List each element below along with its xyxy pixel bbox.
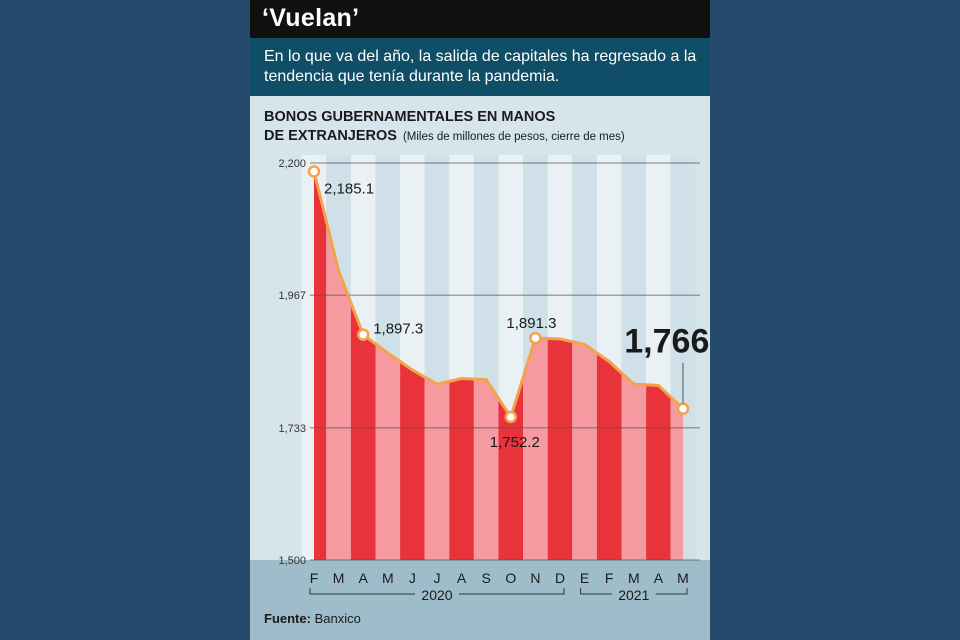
x-tick-label: M — [677, 570, 689, 586]
data-point — [676, 402, 690, 415]
area-segment — [473, 379, 499, 560]
x-tick-label: D — [555, 570, 565, 586]
x-tick-label: F — [310, 570, 319, 586]
source: Fuente: Banxico — [264, 611, 361, 626]
infographic-card: ‘Vuelan’ En lo que va del año, la salida… — [250, 0, 710, 640]
year-label-bg — [611, 590, 656, 598]
axis-band — [250, 560, 710, 640]
x-tick-label: A — [359, 570, 369, 586]
x-tick-label: M — [333, 570, 345, 586]
x-tick-label: O — [505, 570, 516, 586]
y-tick-label: 2,200 — [278, 158, 306, 170]
source-value: Banxico — [314, 611, 361, 626]
y-tick-label: 1,967 — [278, 290, 306, 302]
area-segment — [646, 384, 671, 560]
y-tick-label: 1,733 — [278, 423, 306, 435]
data-point — [529, 331, 542, 345]
page-title: ‘Vuelan’ — [262, 4, 360, 32]
x-tick-label: E — [580, 570, 589, 586]
area-segment — [449, 378, 474, 560]
area-segment — [400, 361, 425, 560]
area-segment — [596, 352, 622, 560]
area-segment — [326, 221, 351, 560]
data-label: 1,891.3 — [506, 315, 556, 332]
x-tick-label: J — [434, 570, 441, 586]
chart-title-line2: DE EXTRANJEROS — [264, 128, 397, 144]
x-tick-label: J — [409, 570, 416, 586]
area-segment — [498, 377, 524, 560]
year-label: 2020 — [421, 587, 452, 603]
area-segment — [314, 171, 327, 560]
area-segment — [670, 397, 683, 560]
area-segment — [350, 302, 376, 560]
x-tick-label: M — [382, 570, 394, 586]
source-label: Fuente: — [264, 611, 311, 626]
y-tick-label: 1,500 — [278, 555, 306, 567]
title-bar: ‘Vuelan’ — [250, 0, 710, 38]
chart-title: BONOS GUBERNAMENTALES EN MANOS DE EXTRAN… — [264, 108, 625, 147]
area-segment — [523, 338, 548, 560]
chart-unit: (Miles de millones de pesos, cierre de m… — [402, 131, 625, 143]
x-tick-label: F — [605, 570, 614, 586]
area-segment — [572, 341, 597, 560]
x-tick-label: A — [654, 570, 664, 586]
subtitle-text: En lo que va del año, la salida de capit… — [264, 48, 697, 85]
data-label: 1,766.7 — [624, 323, 710, 361]
year-label-bg — [415, 590, 459, 598]
year-label: 2021 — [618, 587, 649, 603]
chart-title-line1: BONOS GUBERNAMENTALES EN MANOS — [264, 109, 556, 125]
data-label: 1,897.3 — [373, 321, 423, 338]
area-segment — [375, 343, 401, 560]
x-tick-label: M — [628, 570, 640, 586]
subtitle-bar: En lo que va del año, la salida de capit… — [250, 38, 710, 96]
x-tick-label: N — [530, 570, 540, 586]
data-label: 2,185.1 — [324, 180, 374, 197]
area-segment — [547, 338, 573, 560]
data-point — [504, 410, 518, 424]
area-segment — [424, 377, 450, 560]
chart-area: 2,200 1,967 1,733 1,500 2,185.1 1,897.3 1,752.… — [278, 155, 710, 603]
x-tick-label: S — [482, 570, 491, 586]
series-line — [312, 171, 685, 419]
data-point — [356, 328, 370, 341]
data-label: 1,752.2 — [490, 434, 540, 451]
data-point — [307, 165, 321, 178]
x-tick-label: A — [457, 570, 467, 586]
area-segment — [621, 372, 647, 560]
